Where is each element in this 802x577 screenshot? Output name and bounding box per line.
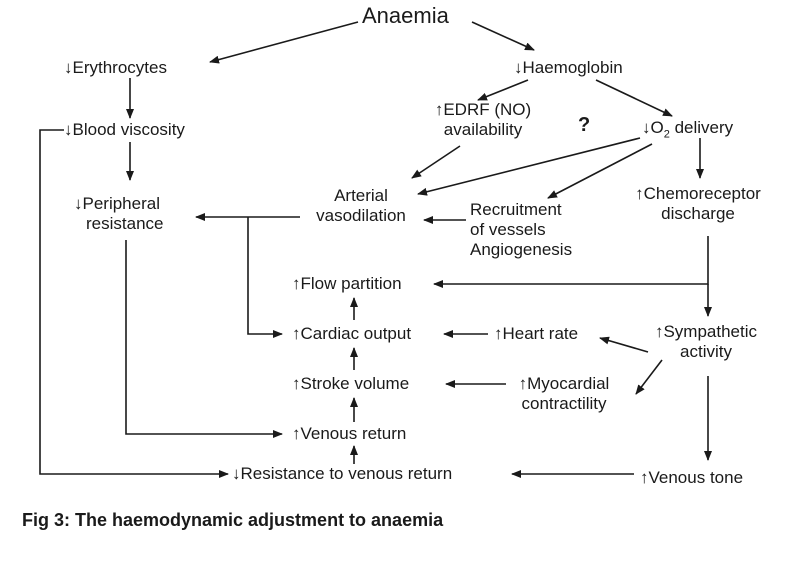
chemo-line-1: ↑Chemoreceptor bbox=[635, 184, 761, 203]
node-recruitment: Recruitment of vessels Angiogenesis bbox=[470, 200, 572, 260]
arrow-o2-recruitment bbox=[547, 143, 653, 199]
node-arterial-vasodilation: Arterial vasodilation bbox=[300, 186, 422, 226]
node-myocardial-contractility: ↑Myocardial contractility bbox=[508, 374, 620, 414]
chemo-line-2: discharge bbox=[661, 204, 735, 223]
node-cardiac-output: ↑Cardiac output bbox=[292, 324, 412, 343]
node-edrf: ↑EDRF (NO) availability bbox=[424, 100, 542, 140]
sympathetic-line-1: ↑Sympathetic bbox=[654, 322, 758, 341]
sympathetic-line-2: activity bbox=[680, 342, 732, 361]
arterial-line-2: vasodilation bbox=[316, 206, 406, 225]
node-anaemia: Anaemia bbox=[362, 3, 449, 28]
node-venous-return: ↑Venous return bbox=[292, 424, 407, 443]
o2-subscript: 2 bbox=[663, 128, 670, 141]
arrow-arterial-cardiac bbox=[247, 217, 283, 338]
arrow-peripheral-venous bbox=[125, 240, 283, 438]
arrow-sympathetic-myocardial bbox=[635, 359, 663, 395]
node-blood-viscosity: ↓Blood viscosity bbox=[64, 120, 185, 139]
edrf-line-1: ↑EDRF (NO) bbox=[434, 100, 532, 119]
myocardial-line-2: contractility bbox=[521, 394, 607, 413]
node-heart-rate: ↑Heart rate bbox=[494, 324, 579, 343]
myocardial-line-1: ↑Myocardial bbox=[518, 374, 610, 393]
figure-caption: Fig 3: The haemodynamic adjustment to an… bbox=[22, 510, 444, 530]
node-erythrocytes: ↓Erythrocytes bbox=[64, 58, 167, 77]
node-venous-tone: ↑Venous tone bbox=[640, 468, 744, 487]
recruitment-line-1: Recruitment bbox=[470, 200, 562, 219]
node-chemoreceptor: ↑Chemoreceptor discharge bbox=[628, 184, 768, 224]
arrow-haemoglobin-o2 bbox=[595, 79, 673, 117]
arrow-edrf-arterial bbox=[411, 145, 461, 179]
arterial-line-1: Arterial bbox=[334, 186, 388, 205]
node-flow-partition: ↑Flow partition bbox=[292, 274, 402, 293]
node-sympathetic-activity: ↑Sympathetic activity bbox=[640, 322, 772, 362]
arrow-sympathetic-heartrate bbox=[599, 336, 649, 353]
node-peripheral-resistance: ↓Peripheral resistance bbox=[74, 194, 163, 234]
node-resistance-venous-return: ↓Resistance to venous return bbox=[232, 464, 453, 483]
arrow-anaemia-haemoglobin bbox=[471, 21, 535, 51]
o2-suffix: delivery bbox=[669, 118, 734, 137]
arrow-viscosity-resistance bbox=[39, 129, 229, 478]
arrow-anaemia-erythrocytes bbox=[209, 21, 359, 64]
edrf-line-2: availability bbox=[443, 120, 523, 139]
node-stroke-volume: ↑Stroke volume bbox=[292, 374, 410, 393]
arrow-haemoglobin-edrf bbox=[477, 79, 529, 101]
node-haemoglobin: ↓Haemoglobin bbox=[514, 58, 623, 77]
arrow-o2-arterial bbox=[417, 137, 641, 196]
recruitment-line-3: Angiogenesis bbox=[470, 240, 573, 259]
peripheral-line-1: ↓Peripheral bbox=[74, 194, 160, 213]
peripheral-line-2: resistance bbox=[86, 214, 164, 233]
node-o2-delivery: ↓O2 delivery bbox=[642, 118, 733, 144]
question-mark: ? bbox=[578, 114, 591, 136]
recruitment-line-2: of vessels bbox=[470, 220, 546, 239]
o2-prefix: ↓O bbox=[642, 118, 664, 137]
